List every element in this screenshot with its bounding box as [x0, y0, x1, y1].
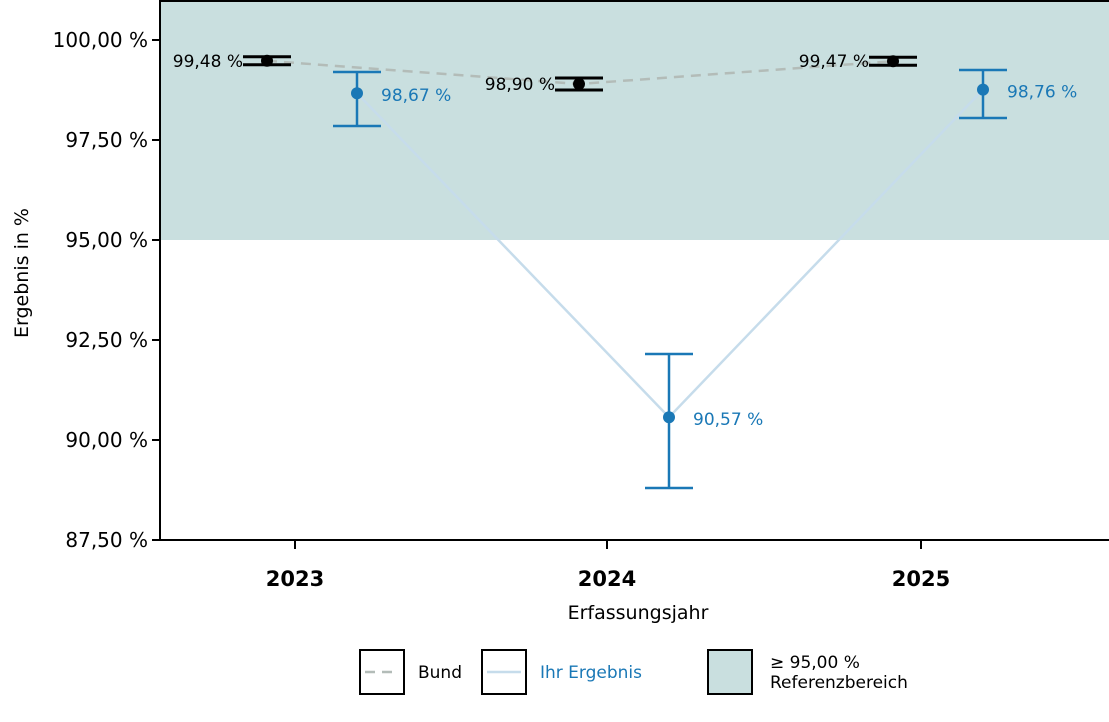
legend-label-bund: Bund [418, 663, 462, 683]
x-axis-title: Erfassungsjahr [568, 602, 709, 624]
legend-swatch-reference [707, 649, 753, 695]
data-point-bund [887, 55, 899, 68]
x-tick-label: 2024 [578, 567, 636, 591]
data-point-ihr [663, 411, 675, 424]
legend: Bund Ihr Ergebnis ≥ 95,00 %Referenzbereich [359, 649, 908, 695]
x-tick-label: 2025 [892, 567, 950, 591]
data-point-bund [573, 78, 585, 90]
reference-band [161, 1, 1109, 240]
legend-sublabel-reference: Referenzbereich [770, 673, 908, 693]
data-point-ihr [977, 83, 989, 96]
y-tick-label: 100,00 % [53, 28, 148, 52]
data-label-ihr: 98,67 % [381, 86, 451, 106]
legend-label-reference: ≥ 95,00 % [770, 653, 860, 673]
data-label-bund: 99,47 % [799, 52, 869, 72]
y-tick-label: 87,50 % [65, 528, 148, 552]
data-point-bund [261, 54, 273, 67]
y-tick-label: 92,50 % [65, 328, 148, 352]
data-label-ihr: 90,57 % [693, 410, 763, 430]
x-tick-label: 2023 [266, 567, 324, 591]
y-axis-title: Ergebnis in % [11, 208, 33, 338]
y-tick-label: 90,00 % [65, 428, 148, 452]
plot-area: 87,50 % 90,00 % 92,50 % 95,00 % 97,50 % 100,0… [53, 0, 1109, 591]
data-label-ihr: 98,76 % [1007, 83, 1077, 103]
legend-label-ihr: Ihr Ergebnis [540, 663, 642, 683]
y-tick-label: 97,50 % [65, 128, 148, 152]
data-point-ihr [351, 87, 363, 100]
y-tick-label: 95,00 % [65, 228, 148, 252]
data-label-bund: 99,48 % [173, 52, 243, 72]
data-label-bund: 98,90 % [485, 75, 555, 95]
